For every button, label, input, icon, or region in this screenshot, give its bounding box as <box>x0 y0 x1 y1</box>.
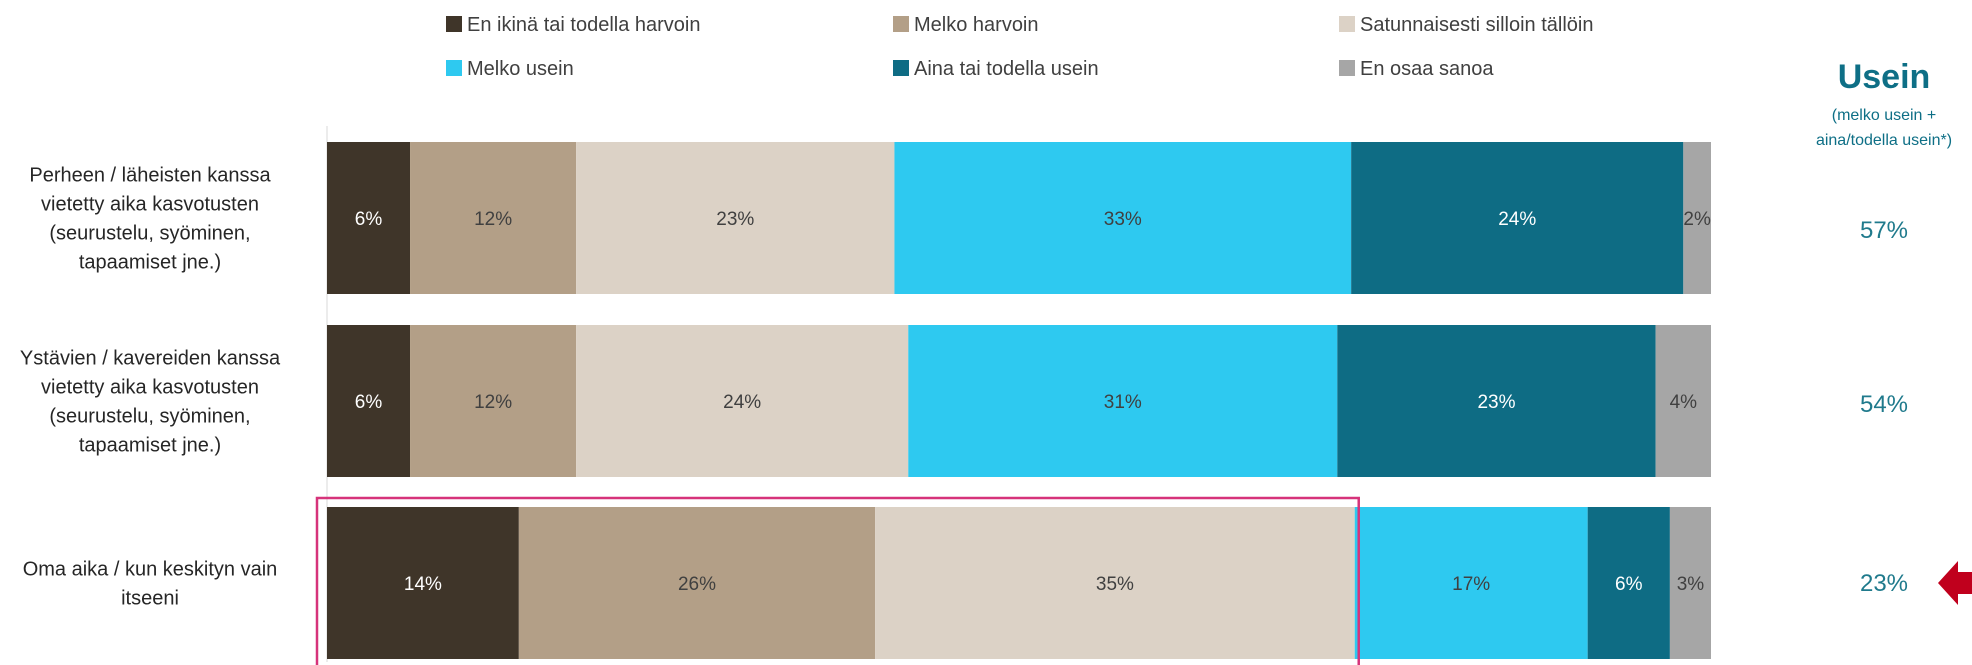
category-label: Perheen / läheisten kanssa <box>29 165 271 187</box>
side-panel-subtitle-line-1: (melko usein + <box>1832 107 1937 124</box>
legend-swatch-satunnaisesti-silloin-t-ll-in <box>1339 16 1355 32</box>
bar-segment-en-osaa-sanoa <box>1669 507 1711 659</box>
bar-segment-aina-tai-todella-usein <box>1587 507 1670 659</box>
data-label: 24% <box>723 392 761 413</box>
side-panel-value: 57% <box>1860 217 1908 244</box>
bar-segment-melko-harvoin <box>410 325 577 477</box>
data-label: 6% <box>355 209 383 230</box>
data-label: 6% <box>1615 574 1643 595</box>
legend: En ikinä tai todella harvoin Melko harvoi… <box>446 14 1593 80</box>
category-label: tapaamiset jne.) <box>79 435 221 457</box>
data-label: 35% <box>1096 574 1134 595</box>
bar-segment-en-ikin-tai-todella-harvoin <box>327 142 411 294</box>
side-panel-values: 57% 54% 23% <box>1860 217 1908 597</box>
data-label: 12% <box>474 209 512 230</box>
category-label: Ystävien / kavereiden kanssa <box>20 348 281 370</box>
side-panel-value: 23% <box>1860 570 1908 597</box>
legend-label-en-ikin-tai-todella-harvoin: En ikinä tai todella harvoin <box>467 14 700 36</box>
category-label: vietetty aika kasvotusten <box>41 377 259 399</box>
category-label: Oma aika / kun keskityn vain <box>23 559 278 581</box>
bar-segment-satunnaisesti-silloin-t-ll-in <box>576 142 895 294</box>
bar-segment-melko-usein <box>1354 507 1588 659</box>
category-label: itseeni <box>121 588 179 610</box>
category-label: tapaamiset jne.) <box>79 252 221 274</box>
legend-label-satunnaisesti-silloin-t-ll-in: Satunnaisesti silloin tällöin <box>1360 14 1593 36</box>
bar-segment-en-ikin-tai-todella-harvoin <box>327 325 411 477</box>
highlight-box <box>315 496 1360 665</box>
bar-segment-satunnaisesti-silloin-t-ll-in <box>875 507 1355 659</box>
data-label: 33% <box>1104 209 1142 230</box>
bar-segment-en-ikin-tai-todella-harvoin <box>327 507 519 659</box>
data-label: 23% <box>1477 392 1515 413</box>
data-label: 12% <box>474 392 512 413</box>
legend-swatch-melko-usein <box>446 60 462 76</box>
bar-segment-melko-usein <box>908 325 1338 477</box>
data-label: 31% <box>1104 392 1142 413</box>
data-label: 6% <box>355 392 383 413</box>
side-panel: Usein (melko usein + aina/todella usein*… <box>1816 58 1952 149</box>
legend-swatch-aina-tai-todella-usein <box>893 60 909 76</box>
data-label: 23% <box>716 209 754 230</box>
data-label: 3% <box>1677 574 1705 595</box>
bar-segment-aina-tai-todella-usein <box>1337 325 1656 477</box>
legend-swatch-en-osaa-sanoa <box>1339 60 1355 76</box>
side-panel-subtitle-line-2: aina/todella usein*) <box>1816 132 1952 149</box>
arrow-left-icon <box>1938 561 1972 605</box>
data-label: 24% <box>1498 209 1536 230</box>
category-labels: Perheen / läheisten kanssa vietetty aika … <box>20 165 281 610</box>
data-label: 14% <box>404 574 442 595</box>
legend-label-aina-tai-todella-usein: Aina tai todella usein <box>914 58 1099 80</box>
bar-segment-melko-usein <box>894 142 1352 294</box>
side-panel-title: Usein <box>1838 58 1931 96</box>
category-label: (seurustelu, syöminen, <box>49 223 250 245</box>
bar-segment-satunnaisesti-silloin-t-ll-in <box>576 325 909 477</box>
legend-label-en-osaa-sanoa: En osaa sanoa <box>1360 58 1494 80</box>
data-label: 2% <box>1683 209 1711 230</box>
plot-area: 6% 12% 23% 33% 24% 2% 6% 12% 24% 31% 23% 4% 14% 26% 35… <box>327 142 1711 659</box>
bar-segment-aina-tai-todella-usein <box>1351 142 1684 294</box>
data-label: 26% <box>678 574 716 595</box>
bar-segment-melko-harvoin <box>518 507 876 659</box>
data-label: 4% <box>1670 392 1698 413</box>
legend-swatch-en-ikin-tai-todella-harvoin <box>446 16 462 32</box>
category-label: (seurustelu, syöminen, <box>49 406 250 428</box>
category-label: vietetty aika kasvotusten <box>41 194 259 216</box>
side-panel-value: 54% <box>1860 391 1908 418</box>
data-label: 17% <box>1452 574 1490 595</box>
legend-swatch-melko-harvoin <box>893 16 909 32</box>
legend-label-melko-harvoin: Melko harvoin <box>914 14 1039 36</box>
bar-segment-melko-harvoin <box>410 142 577 294</box>
bar-segment-en-osaa-sanoa <box>1683 142 1711 294</box>
legend-label-melko-usein: Melko usein <box>467 58 574 80</box>
highlight-overlay <box>315 496 1972 665</box>
bar-segment-en-osaa-sanoa <box>1655 325 1711 477</box>
